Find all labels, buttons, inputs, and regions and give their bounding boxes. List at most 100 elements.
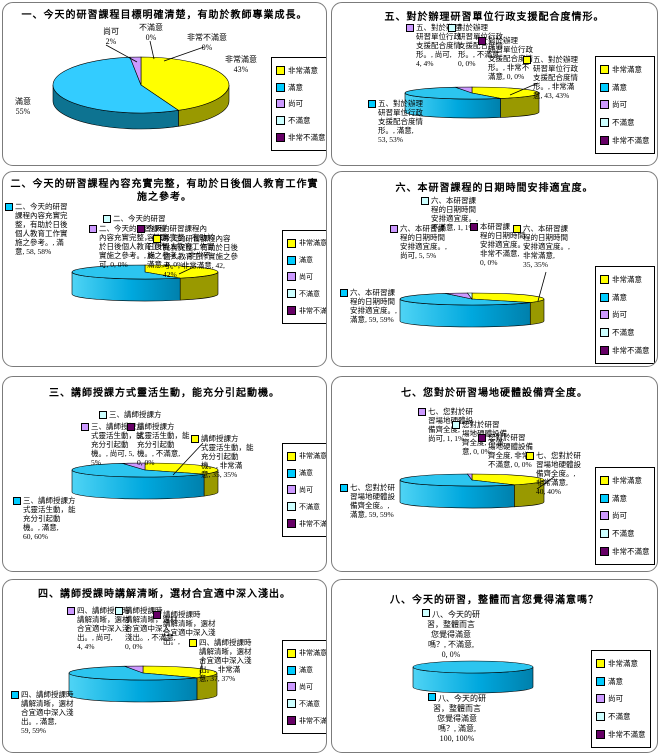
- chart-title: 三、講師授課方式靈活生動，能充分引起動機。: [49, 388, 280, 399]
- legend-label: 非常滿意: [299, 452, 327, 461]
- series-marker-icon: [189, 639, 197, 647]
- chart-panel-8: 八、今天的研習，整體而言您覺得滿意嗎？ 非常滿意 滿意 尚可 不滿意 非常不滿意 八、今…: [331, 579, 658, 753]
- legend-item: 非常不滿意: [287, 519, 326, 529]
- legend-label: 非常不滿意: [612, 135, 650, 145]
- legend-swatch-icon: [287, 238, 296, 248]
- data-label: 對於辦理 研習單位行政 支援配合度情 形。, 非常不 滿意, 0, 0%: [478, 36, 533, 81]
- legend-item: 尚可: [596, 693, 648, 704]
- series-marker-icon: [115, 607, 123, 615]
- legend-item: 不滿意: [596, 711, 648, 722]
- legend-swatch-icon: [600, 100, 609, 110]
- legend-swatch-icon: [596, 659, 605, 669]
- legend-swatch-icon: [600, 511, 609, 521]
- legend-label: 尚可: [608, 694, 623, 704]
- data-label: 講師授課方 式靈活生動，能 充分引起動 機。, 不滿意, 0, 0%: [127, 422, 190, 467]
- chart-title: 二、今天的研習課程內容充實完整，有助於日後個人教育工作實施之參考。: [10, 179, 319, 203]
- legend-swatch-icon: [600, 328, 609, 338]
- series-marker-icon: [89, 225, 97, 233]
- legend-item: 尚可: [287, 682, 326, 692]
- series-marker-icon: [81, 423, 89, 431]
- chart-panel-5: 五、對於辦理研習單位行政支援配合度情形。 非常滿意 滿意 尚可 不滿意 非常不滿意 五、…: [331, 2, 658, 166]
- data-label: 講師授課方 式靈活生動，能 充分引起動 機。, 非常滿 意, 35, 35%: [191, 434, 254, 479]
- legend-swatch-icon: [596, 729, 605, 739]
- legend-swatch-icon: [287, 289, 296, 299]
- data-label: 六、本研習課 程的日期時間 安排適宜度。, 非常滿意, 35, 35%: [513, 224, 570, 269]
- legend-item: 非常滿意: [276, 65, 326, 76]
- legend-swatch-icon: [287, 451, 296, 461]
- chart-title: 七、您對於研習場地硬體設備齊全度。: [401, 388, 588, 399]
- legend-item: 尚可: [287, 485, 326, 495]
- chart-panel-4: 四、講師授課時講解清晰，選材合宜適中深入淺出。 非常滿意滿意尚可不滿意非常不滿意…: [2, 579, 327, 753]
- data-label: 五、對於辦理 研習單位行政 支援配合度情 形。, 非常滿 意, 43, 43%: [523, 55, 578, 100]
- pie-chart: [68, 657, 218, 703]
- legend-item: 尚可: [276, 98, 326, 109]
- legend-swatch-icon: [600, 546, 609, 556]
- series-marker-icon: [137, 225, 145, 233]
- data-label: 非常不滿意 0%: [187, 33, 227, 52]
- legend-swatch-icon: [287, 648, 296, 658]
- series-marker-icon: [67, 607, 75, 615]
- series-marker-icon: [428, 693, 436, 701]
- data-label: 四、講師授課時 講解清晰，選材 合宜適中深入淺 出。, 滿意, 59, 59%: [11, 690, 74, 735]
- legend-item: 非常不滿意: [276, 132, 326, 143]
- data-label: 六、本研習課 程的日期時間 安排適宜度。, 滿意, 59, 59%: [340, 288, 397, 324]
- legend-swatch-icon: [287, 468, 296, 478]
- chart-panel-7: 七、您對於研習場地硬體設備齊全度。 非常滿意 滿意 尚可 不滿意 非常不滿意 七、您對於…: [331, 376, 658, 572]
- legend-swatch-icon: [287, 485, 296, 495]
- chart-panel-2: 二、今天的研習課程內容充實完整，有助於日後個人教育工作實施之參考。 非常滿意 滿意…: [2, 171, 327, 367]
- legend-label: 不滿意: [299, 502, 320, 511]
- legend-swatch-icon: [287, 699, 296, 709]
- series-marker-icon: [5, 203, 13, 211]
- legend-item: 非常不滿意: [600, 546, 652, 557]
- legend-label: 非常滿意: [299, 649, 327, 658]
- legend-item: 尚可: [600, 510, 652, 521]
- legend-swatch-icon: [276, 65, 285, 75]
- legend-swatch-icon: [600, 310, 609, 320]
- legend-swatch-icon: [600, 275, 609, 285]
- series-marker-icon: [406, 24, 414, 32]
- pie-chart: [412, 660, 534, 694]
- legend-swatch-icon: [276, 82, 285, 92]
- legend-label: 非常滿意: [299, 239, 327, 248]
- legend-swatch-icon: [287, 682, 296, 692]
- series-marker-icon: [448, 24, 456, 32]
- data-label: 七、您對於研 習場地硬體設 備齊全度。, 滿意, 59, 59%: [340, 483, 395, 519]
- legend-swatch-icon: [287, 272, 296, 282]
- series-marker-icon: [340, 289, 348, 297]
- legend-label: 非常不滿意: [612, 546, 650, 556]
- legend-item: 滿意: [600, 82, 652, 93]
- series-marker-icon: [153, 611, 161, 619]
- legend-item: 不滿意: [287, 699, 326, 709]
- legend-label: 不滿意: [612, 118, 635, 128]
- legend-label: 非常滿意: [288, 65, 318, 75]
- chart-title: 四、講師授課時講解清晰，選材合宜適中深入淺出。: [38, 589, 291, 600]
- legend-item: 非常不滿意: [600, 135, 652, 146]
- data-label: 今天的研習課程內容 充實完整，有助於日後 個人教育工作實施之參 考。, 非常滿意…: [153, 234, 238, 279]
- legend-label: 不滿意: [612, 529, 635, 539]
- legend-item: 非常不滿意: [287, 306, 326, 316]
- legend-swatch-icon: [600, 476, 609, 486]
- data-label: 四、講師授課時 講解清晰，選材 合宜適中深入淺 出。, 尚可, 4, 4%: [67, 606, 130, 651]
- legend-label: 尚可: [288, 99, 303, 109]
- legend-swatch-icon: [287, 255, 296, 265]
- legend-item: 滿意: [287, 468, 326, 478]
- legend-swatch-icon: [596, 694, 605, 704]
- series-marker-icon: [11, 691, 19, 699]
- legend-item: 非常滿意: [600, 64, 652, 75]
- series-marker-icon: [13, 497, 21, 505]
- data-label: 三、講師授課方 式靈活生動，能 充分引起動 機。, 滿意, 60, 60%: [13, 496, 76, 541]
- legend-label: 滿意: [612, 292, 627, 302]
- legend-swatch-icon: [600, 493, 609, 503]
- legend-item: 滿意: [276, 82, 326, 93]
- data-label: 非常滿意 43%: [225, 55, 257, 74]
- legend-swatch-icon: [287, 519, 296, 529]
- legend-item: 不滿意: [600, 327, 652, 338]
- data-label: 八、今天的研 習，整體而言 您覺得滿意 嗎？, 不滿意, 0, 0%: [422, 608, 480, 660]
- legend-item: 非常滿意: [600, 274, 652, 285]
- data-label: 二、今天的研習: [103, 214, 166, 223]
- data-label: 今天的研習課程內 容充實完整，有助於 日後個人教育工作實 施之參考。, 非常不 …: [137, 224, 215, 269]
